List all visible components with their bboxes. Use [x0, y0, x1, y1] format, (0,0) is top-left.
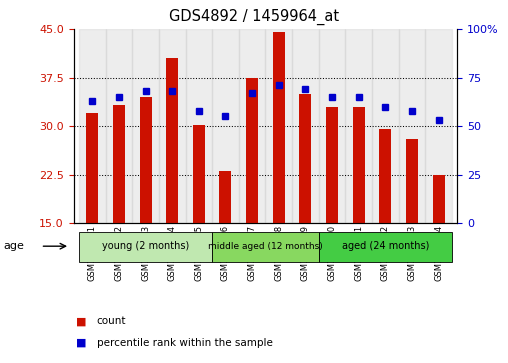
Text: aged (24 months): aged (24 months) — [341, 241, 429, 251]
Bar — [246, 78, 258, 223]
Bar — [292, 29, 319, 223]
Text: ■: ■ — [76, 316, 87, 326]
Bar — [166, 58, 178, 223]
Text: GDS4892 / 1459964_at: GDS4892 / 1459964_at — [169, 9, 339, 25]
Bar — [299, 94, 311, 223]
Bar — [132, 29, 159, 223]
Bar — [379, 129, 391, 223]
Bar — [353, 107, 365, 223]
FancyBboxPatch shape — [319, 232, 452, 261]
Bar — [79, 29, 106, 223]
Bar — [159, 29, 185, 223]
Text: age: age — [4, 241, 24, 251]
Bar — [219, 171, 232, 223]
FancyBboxPatch shape — [79, 232, 212, 261]
Bar — [273, 32, 285, 223]
Text: percentile rank within the sample: percentile rank within the sample — [97, 338, 272, 348]
Bar — [406, 139, 418, 223]
Text: middle aged (12 months): middle aged (12 months) — [208, 242, 323, 251]
Bar — [193, 125, 205, 223]
Bar — [372, 29, 399, 223]
Bar — [239, 29, 265, 223]
Bar — [326, 107, 338, 223]
Bar — [399, 29, 425, 223]
Bar — [265, 29, 292, 223]
Bar — [113, 105, 125, 223]
FancyBboxPatch shape — [212, 232, 319, 261]
Bar — [185, 29, 212, 223]
Bar — [319, 29, 345, 223]
Bar — [106, 29, 132, 223]
Bar — [345, 29, 372, 223]
Text: young (2 months): young (2 months) — [102, 241, 189, 251]
Bar — [212, 29, 239, 223]
Text: count: count — [97, 316, 126, 326]
Text: ■: ■ — [76, 338, 87, 348]
Bar — [86, 113, 98, 223]
Bar — [140, 97, 151, 223]
Bar — [433, 175, 444, 223]
Bar — [425, 29, 452, 223]
